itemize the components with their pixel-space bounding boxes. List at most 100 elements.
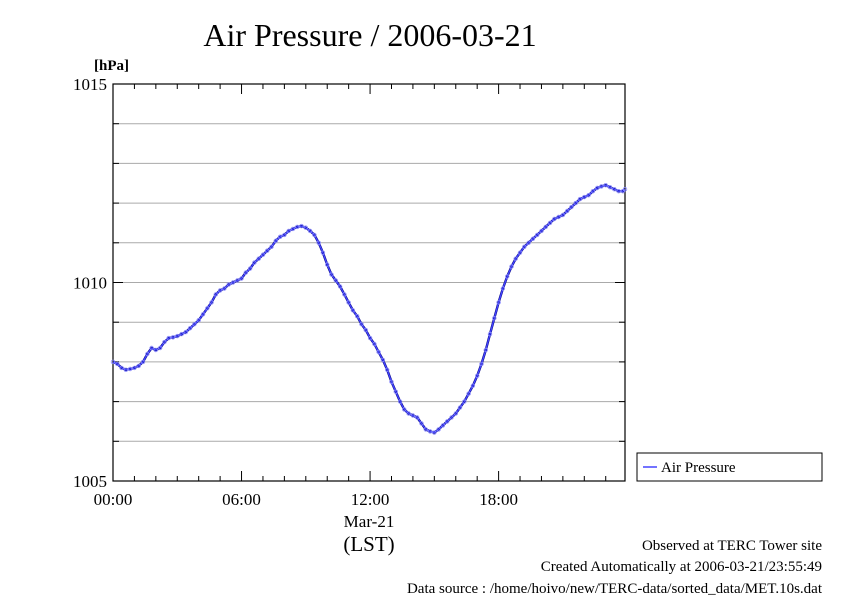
data-point <box>355 314 360 319</box>
data-point <box>337 284 343 289</box>
data-point <box>252 260 257 265</box>
data-point <box>205 306 210 311</box>
data-point <box>217 288 223 293</box>
footer-created-timestamp: Created Automatically at 2006-03-21/23:5… <box>541 559 822 575</box>
chart-title: Air Pressure / 2006-03-21 <box>203 17 536 53</box>
data-point <box>432 430 437 435</box>
data-point <box>372 341 377 347</box>
tick-labels: 00:00 06:00 12:00 18:00 1005 1010 1015 <box>73 75 518 509</box>
data-point <box>230 280 236 285</box>
data-point <box>145 351 150 357</box>
data-point <box>535 232 540 238</box>
data-point <box>132 365 137 371</box>
data-point <box>226 282 231 287</box>
data-point <box>612 186 617 192</box>
data-point <box>479 361 484 367</box>
data-point <box>303 225 308 230</box>
x-tick-label: 18:00 <box>479 490 518 509</box>
legend-label-air-pressure: Air Pressure <box>661 460 736 476</box>
data-point <box>209 300 214 305</box>
y-tick-label: 1010 <box>73 274 107 293</box>
data-point <box>320 250 326 255</box>
data-point <box>402 407 407 412</box>
data-point <box>582 194 587 200</box>
data-point <box>110 359 116 365</box>
data-point <box>539 228 544 234</box>
data-point <box>449 415 454 420</box>
data-point <box>307 228 313 234</box>
data-point <box>162 339 167 345</box>
data-point <box>599 184 604 189</box>
data-point <box>119 365 124 371</box>
data-point <box>616 188 621 194</box>
data-point <box>153 347 158 353</box>
data-point <box>410 413 416 418</box>
data-point <box>475 373 480 378</box>
y-tick-label: 1005 <box>73 472 107 491</box>
data-point <box>505 274 510 279</box>
data-point <box>247 266 253 271</box>
data-point <box>470 383 476 388</box>
data-point <box>260 252 266 257</box>
data-point <box>500 286 506 291</box>
data-point <box>342 292 347 297</box>
data-point <box>406 411 411 416</box>
data-point <box>123 367 129 372</box>
data-point <box>367 335 373 341</box>
data-point <box>295 224 300 230</box>
data-point <box>436 427 441 432</box>
data-point <box>586 192 591 198</box>
data-point <box>607 184 613 190</box>
data-point <box>333 278 338 283</box>
data-point <box>157 345 163 351</box>
footer-data-source: Data source : /home/hoivo/new/TERC-data/… <box>407 581 823 595</box>
data-point <box>603 182 608 188</box>
data-point <box>170 335 176 340</box>
data-point <box>256 256 261 261</box>
data-point <box>427 429 433 434</box>
data-point <box>222 286 227 291</box>
data-point <box>179 331 184 337</box>
data-point <box>213 292 218 297</box>
data-point <box>316 240 321 245</box>
data-point <box>329 272 334 277</box>
x-tick-label: 00:00 <box>94 490 133 509</box>
axes <box>112 83 626 482</box>
data-point <box>419 421 424 426</box>
data-point <box>196 318 201 323</box>
data-point <box>526 240 531 245</box>
data-point <box>483 347 488 353</box>
data-point <box>282 232 287 238</box>
data-point <box>445 419 450 424</box>
data-point <box>440 423 446 428</box>
data-point <box>423 427 428 432</box>
data-point <box>363 327 368 333</box>
data-point <box>590 188 596 194</box>
data-point <box>192 322 197 327</box>
data-point <box>376 349 381 355</box>
x-axis-date-label: Mar-21 <box>344 512 395 531</box>
data-point <box>235 278 240 283</box>
gridlines <box>113 123 625 442</box>
data-point <box>385 367 390 372</box>
data-point <box>325 262 330 267</box>
data-point <box>140 359 146 365</box>
data-point <box>175 333 180 339</box>
data-point <box>513 256 518 261</box>
data-point <box>487 331 493 337</box>
y-axis-unit-label: [hPa] <box>94 58 129 74</box>
data-point <box>350 308 356 313</box>
footer-observation-site: Observed at TERC Tower site <box>642 538 822 554</box>
data-point <box>183 329 188 335</box>
data-point <box>136 363 141 369</box>
data-point <box>286 228 291 234</box>
series-air-pressure <box>110 182 628 435</box>
data-point <box>127 366 133 372</box>
data-point <box>560 212 566 218</box>
data-point <box>622 186 628 192</box>
data-point <box>359 322 364 327</box>
x-tick-label: 12:00 <box>351 490 390 509</box>
data-point <box>265 248 270 253</box>
data-point <box>530 236 536 241</box>
